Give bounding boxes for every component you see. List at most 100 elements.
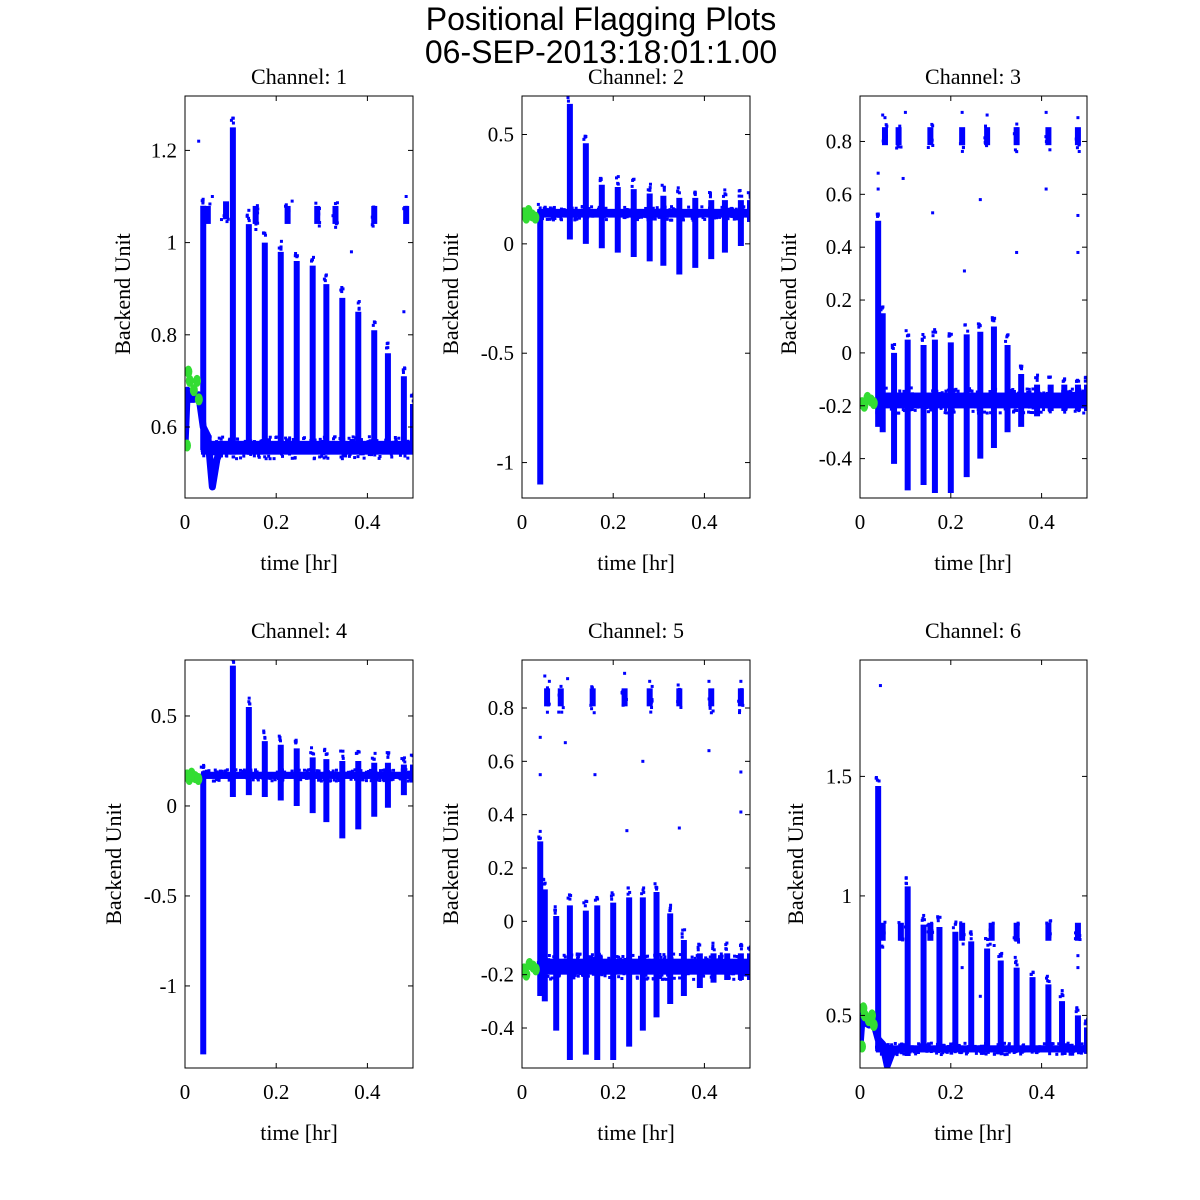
data-point: [647, 964, 651, 968]
data-point: [1054, 401, 1058, 405]
data-point: [1061, 994, 1065, 998]
data-point: [974, 1051, 978, 1055]
data-point: [356, 449, 360, 453]
data-point: [680, 935, 684, 939]
data-point: [896, 143, 900, 147]
data-point: [283, 775, 287, 779]
data-point: [963, 1041, 967, 1045]
data-point: [877, 779, 881, 783]
data-point: [584, 899, 588, 903]
outlier-point: [978, 198, 982, 202]
data-point: [1042, 408, 1046, 412]
data-point: [267, 442, 271, 446]
data-point: [746, 191, 750, 195]
data-point: [574, 961, 578, 965]
data-point: [561, 706, 565, 710]
data-point: [1012, 1051, 1016, 1055]
data-point: [252, 454, 256, 458]
data-point: [263, 455, 267, 459]
data-point: [1079, 1051, 1083, 1055]
data-point: [373, 453, 377, 457]
data-point: [229, 118, 233, 122]
data-point: [1013, 148, 1017, 152]
data-point: [546, 208, 550, 212]
data-point: [899, 923, 903, 927]
data-point: [981, 1045, 985, 1049]
data-point: [1075, 141, 1079, 145]
data-point: [928, 405, 932, 409]
data-point: [371, 224, 375, 228]
data-point: [549, 962, 553, 966]
data-point: [1085, 376, 1087, 380]
outlier-point: [876, 822, 880, 826]
data-point: [875, 212, 879, 216]
data-point: [703, 964, 707, 968]
cluster-mark: [646, 688, 653, 707]
data-point: [359, 450, 363, 454]
data-point: [619, 963, 623, 967]
data-point: [884, 386, 888, 390]
data-point: [385, 342, 389, 346]
data-point: [571, 973, 575, 977]
data-point: [986, 943, 990, 947]
data-point: [947, 1044, 951, 1048]
data-point: [1029, 410, 1033, 414]
x-tick-label: 0.4: [1028, 510, 1055, 534]
data-point: [349, 439, 353, 443]
y-tick-label: 0: [167, 794, 178, 818]
data-point: [920, 337, 924, 341]
data-point: [300, 446, 304, 450]
data-point: [216, 771, 220, 775]
data-point: [1043, 397, 1047, 401]
data-point: [299, 778, 303, 782]
data-point: [621, 689, 625, 693]
data-point: [649, 959, 653, 963]
data-point: [881, 923, 885, 927]
data-point: [221, 435, 225, 439]
data-point: [931, 144, 935, 148]
data-point: [1077, 143, 1081, 147]
data-point: [215, 440, 219, 444]
data-point: [624, 697, 628, 701]
cluster-mark: [927, 922, 934, 941]
data-point: [703, 217, 707, 221]
data-point: [945, 411, 949, 415]
data-point: [349, 770, 353, 774]
data-point: [1005, 1052, 1009, 1056]
data-point: [939, 1053, 943, 1057]
data-point: [212, 775, 216, 779]
data-point: [1034, 376, 1038, 380]
data-point: [347, 454, 351, 458]
data-point: [1072, 391, 1076, 395]
data-point: [1041, 1045, 1045, 1049]
data-point: [403, 367, 407, 371]
data-point: [381, 773, 385, 777]
data-point: [926, 1046, 930, 1050]
data-point: [592, 711, 596, 715]
outlier-point: [985, 113, 989, 117]
data-point: [992, 944, 996, 948]
data-point: [278, 737, 282, 741]
data-point: [277, 246, 281, 250]
data-point: [982, 1051, 986, 1055]
data-point: [357, 750, 361, 754]
data-point: [590, 686, 594, 690]
data-point: [1012, 389, 1016, 393]
data-point: [293, 254, 297, 258]
data-point: [409, 753, 413, 757]
data-point: [231, 116, 235, 120]
data-point: [625, 215, 629, 219]
data-point: [987, 401, 991, 405]
data-point: [256, 777, 260, 781]
data-point: [648, 186, 652, 190]
cluster-series: [879, 919, 1082, 949]
data-point: [398, 453, 402, 457]
outlier-point: [197, 139, 201, 143]
data-point: [331, 214, 335, 218]
subplot-title: Channel: 1: [251, 64, 347, 89]
data-point: [411, 754, 413, 758]
data-point: [1004, 1045, 1008, 1049]
data-point: [678, 701, 682, 705]
data-point: [683, 928, 687, 932]
